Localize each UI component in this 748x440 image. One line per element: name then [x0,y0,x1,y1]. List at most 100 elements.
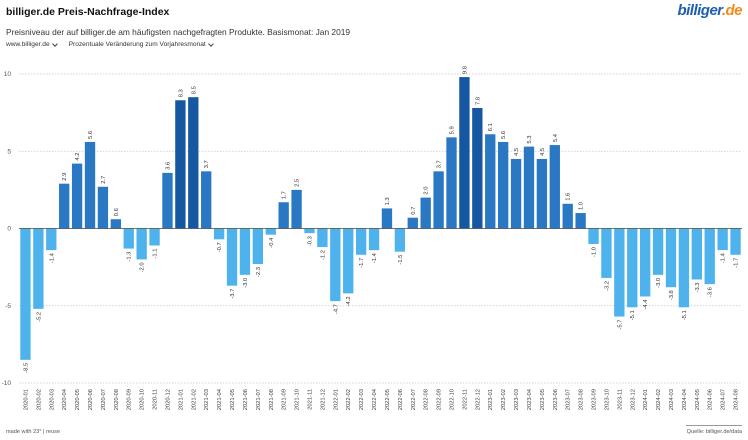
bar [304,228,315,234]
data-label: -1.4 [721,252,727,263]
x-tick-label: 2020-06 [88,389,94,410]
x-tick-label: 2022-03 [359,389,365,410]
x-tick-label: 2024-08 [734,389,740,410]
data-label: 1.3 [385,197,391,205]
x-tick-label: 2020-04 [62,388,68,410]
x-tick-label: 2022-09 [437,389,443,410]
data-label: -3.8 [669,290,675,300]
bar [717,228,728,251]
bar [149,228,160,246]
brand-logo[interactable]: billiger.de [677,2,742,19]
bar [291,189,302,229]
bar [84,141,96,229]
bar [407,217,418,229]
bar [549,145,560,229]
bar [433,171,444,229]
data-label: -4.4 [643,299,649,310]
bar [665,228,677,288]
source-credit[interactable]: Quelle: billiger.de/data [686,429,742,435]
x-tick-label: 2021-12 [320,389,326,410]
bar [188,97,199,229]
bar [485,134,496,229]
bar [201,171,212,229]
data-label: 5.9 [450,126,456,134]
bar [213,228,225,240]
data-label: -4.7 [333,304,339,314]
bar [510,158,522,229]
bar [252,228,264,265]
bar [588,228,599,244]
data-label: -8.5 [23,363,29,373]
data-label: -1.1 [153,248,159,258]
x-tick-label: 2022-10 [450,389,456,410]
x-tick-label: 2021-10 [295,389,301,410]
x-tick-label: 2024-04 [682,388,688,410]
data-label: -2.3 [256,267,262,277]
data-label: 5.4 [553,133,559,142]
x-tick-label: 2021-05 [230,389,236,410]
data-label: 4.5 [514,148,520,156]
x-tick-label: 2022-06 [398,389,404,410]
page-title: billiger.de Preis-Nachfrage-Index [6,6,170,18]
x-tick-label: 2023-09 [592,389,598,410]
bar [97,186,109,229]
data-label: -5.7 [617,320,623,330]
bar [123,228,134,249]
bar [640,228,651,297]
data-label: 9.8 [462,66,468,74]
data-label: 1.0 [579,202,585,210]
data-label: -4.2 [346,296,352,306]
source-dropdown[interactable]: www.billiger.de [6,40,58,48]
bar [162,172,173,229]
x-tick-label: 2023-02 [501,389,507,410]
data-label: 3.7 [204,160,210,168]
x-tick-label: 2022-01 [333,389,339,410]
chart-subtitle: Preisniveau der auf billiger.de am häufi… [6,27,351,37]
bar [652,228,664,275]
bar [175,100,186,229]
x-tick-label: 2021-09 [282,389,288,410]
data-label: -3.7 [230,289,236,299]
data-label: -1.4 [372,252,378,263]
x-tick-label: 2021-06 [243,389,249,410]
data-label: -1.2 [320,250,326,260]
bar [523,146,535,229]
data-label: -1.5 [398,255,404,265]
bar [730,228,741,255]
x-tick-label: 2024-07 [721,389,727,410]
x-tick-label: 2021-08 [269,389,275,410]
data-label: 8.5 [191,86,197,94]
data-label: 4.2 [75,153,81,161]
x-tick-label: 2020-09 [127,389,133,410]
data-label: -5.2 [36,312,42,322]
data-label: -0.3 [307,236,313,246]
data-label: -1.3 [127,252,133,262]
x-tick-label: 2023-06 [553,389,559,410]
metric-dropdown[interactable]: Prozentuale Veränderung zum Vorjahresmon… [69,40,214,48]
bar [265,228,276,235]
data-label: 6.1 [488,123,494,131]
x-tick-label: 2023-08 [579,389,585,410]
bar [678,228,690,308]
data-label: -1.7 [734,258,740,268]
data-label: 5.3 [527,136,533,144]
bar [110,219,121,229]
bar [394,228,406,252]
made-with-credit[interactable]: made with 23° | reuse [6,429,61,435]
data-label: 2.7 [101,176,107,184]
bar [355,228,367,255]
x-tick-label: 2022-05 [385,389,391,410]
data-label: 3.6 [165,162,171,170]
source-dropdown-label: www.billiger.de [6,41,50,48]
data-label: -3.3 [695,282,701,292]
x-tick-label: 2023-12 [630,389,636,410]
data-label: -5.1 [682,310,688,320]
logo-text-main: billiger [677,2,722,19]
x-tick-label: 2020-12 [165,389,171,410]
bar [239,228,251,275]
x-tick-label: 2023-03 [514,389,520,410]
x-tick-label: 2022-12 [475,389,481,410]
x-tick-label: 2023-07 [566,389,572,410]
data-label: 8.3 [178,89,184,97]
data-label: -1.0 [592,247,598,257]
